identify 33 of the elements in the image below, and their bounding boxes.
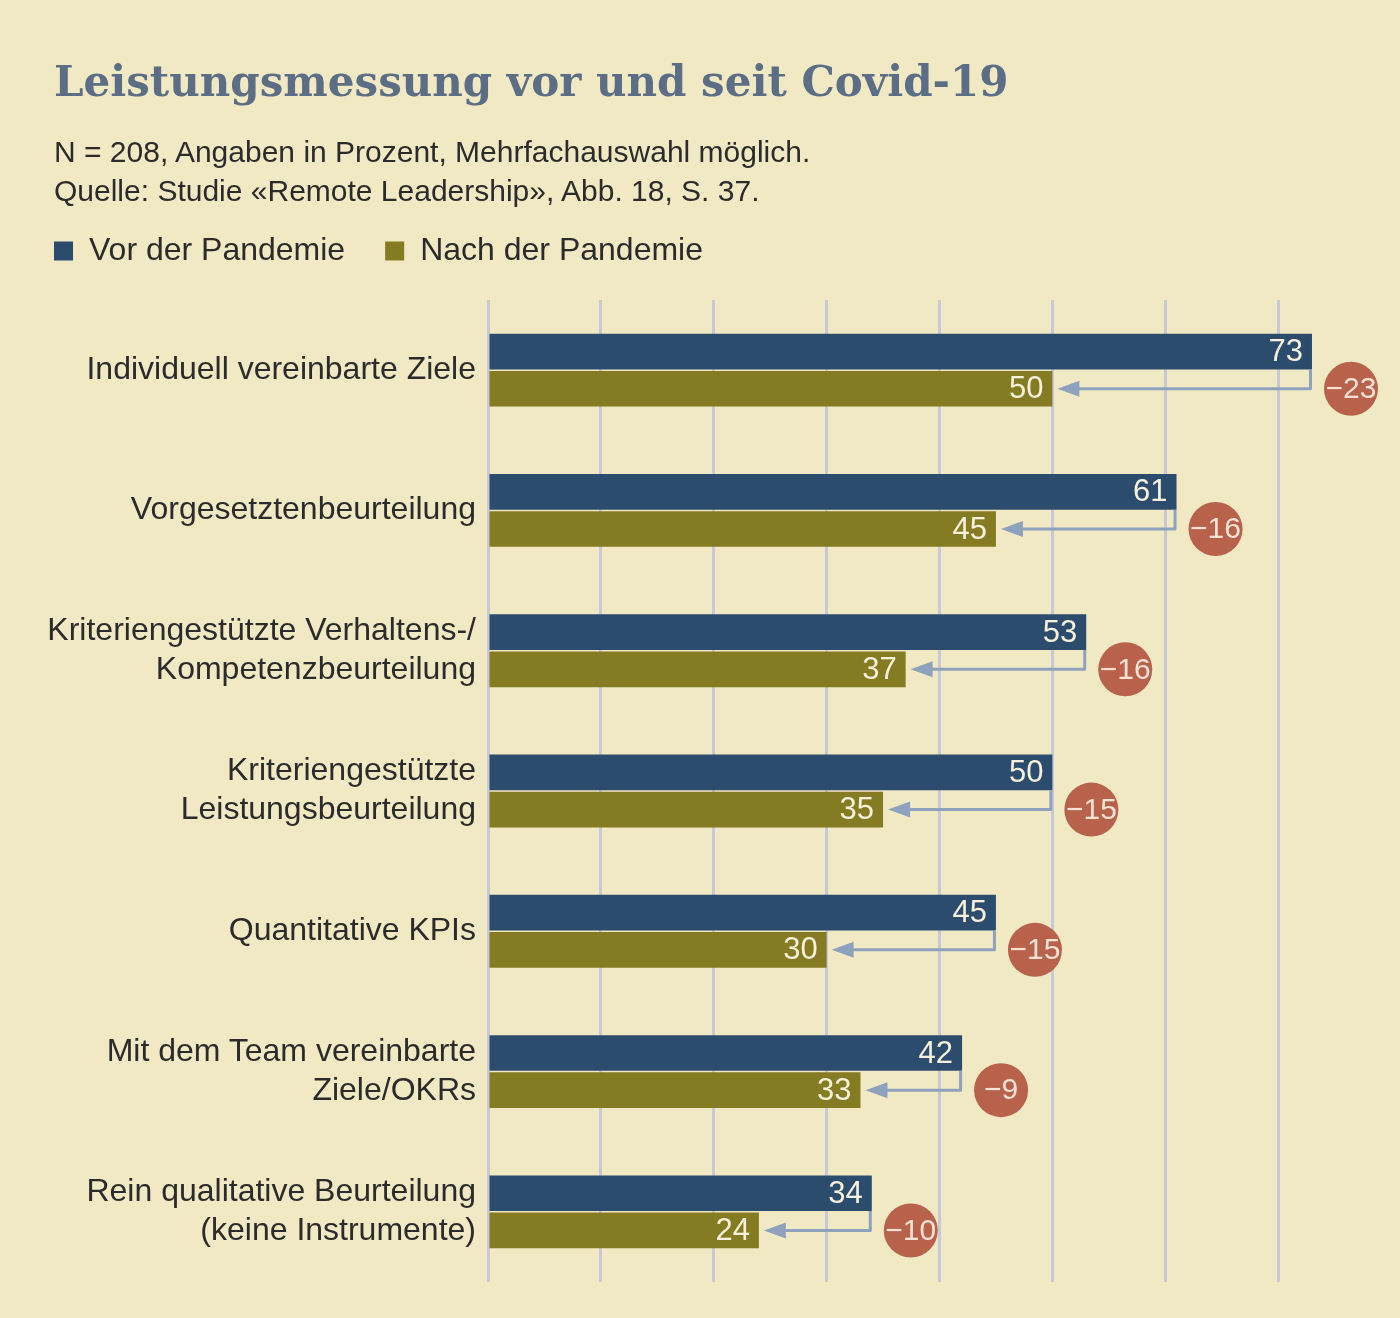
data-label: 24 xyxy=(715,1211,750,1247)
y-tick-label: Vorgesetztenbeurteilung xyxy=(130,490,476,527)
annotation: −10 xyxy=(885,1212,937,1246)
legend-label: Vor der Pandemie xyxy=(89,230,346,267)
data-label: 34 xyxy=(828,1174,863,1210)
annotation: −15 xyxy=(1065,791,1117,825)
annotation: −9 xyxy=(983,1072,1019,1106)
data-label: 53 xyxy=(1042,613,1078,649)
annotation: −15 xyxy=(1009,932,1061,966)
data-label: 37 xyxy=(862,650,897,686)
y-tick-label: Individuell vereinbarte Ziele xyxy=(86,349,476,386)
source-note: Quelle: Studie «Remote Leadership», Abb. 18, S. 37. xyxy=(54,173,760,209)
legend-label: Nach der Pandemie xyxy=(420,230,703,267)
y-tick-label: Quantitative KPIs xyxy=(228,911,476,948)
data-label: 45 xyxy=(952,510,987,546)
annotation: −16 xyxy=(1099,651,1151,685)
y-tick-label: Kriteriengestützte Verhaltens-/ Kompetenzbeurteilung xyxy=(47,611,477,687)
data-label: 35 xyxy=(839,791,875,827)
y-tick-label: Mit dem Team vereinbarte Ziele/OKRs xyxy=(106,1031,476,1107)
data-label: 42 xyxy=(918,1034,954,1070)
annotation: −16 xyxy=(1190,511,1241,545)
data-label: 50 xyxy=(1008,370,1044,406)
data-label: 61 xyxy=(1133,473,1168,509)
annotation: −23 xyxy=(1325,371,1377,404)
y-tick-label: Kriteriengestützte Leistungsbeurteilung xyxy=(180,751,476,827)
data-label: 45 xyxy=(952,894,987,930)
data-label: 30 xyxy=(783,931,818,967)
chart-title: Leistungsmessung vor und seit Covid-19 xyxy=(54,56,1009,108)
data-label: 73 xyxy=(1268,333,1303,369)
y-tick-label: Rein qualitative Beurteilung (keine Instrumente) xyxy=(86,1172,476,1248)
data-label: 33 xyxy=(817,1071,852,1107)
chart-subtitle: N = 208, Angaben in Prozent, Mehrfachauswahl möglich. xyxy=(54,134,811,170)
data-label: 50 xyxy=(1008,753,1044,789)
